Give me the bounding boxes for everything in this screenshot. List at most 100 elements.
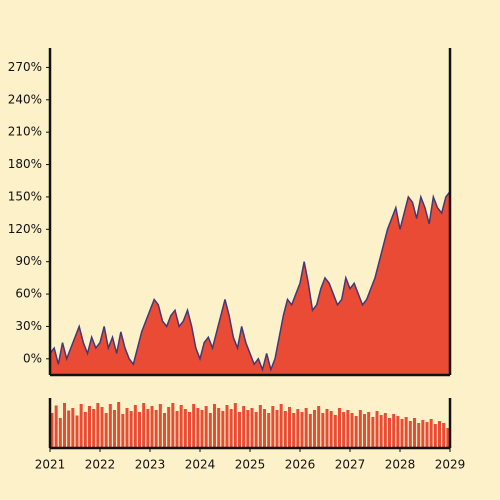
volume-bar bbox=[250, 408, 254, 448]
x-tick-label: 2029 bbox=[435, 458, 466, 472]
volume-bar bbox=[421, 420, 425, 448]
volume-bar bbox=[113, 410, 116, 448]
volume-bar bbox=[338, 408, 341, 448]
volume-bar bbox=[75, 415, 79, 448]
volume-bar bbox=[296, 409, 300, 448]
volume-bar bbox=[163, 413, 166, 448]
volume-bar bbox=[350, 413, 354, 448]
volume-bar bbox=[146, 409, 150, 448]
volume-bar bbox=[63, 403, 66, 448]
volume-bar bbox=[429, 419, 433, 448]
y-tick-label: 150% bbox=[8, 189, 42, 203]
y-tick-label: 0% bbox=[23, 351, 42, 365]
volume-bar bbox=[179, 405, 183, 448]
volume-bar bbox=[233, 403, 237, 448]
volume-bar bbox=[325, 409, 329, 448]
volume-bar bbox=[167, 407, 171, 448]
volume-bar bbox=[371, 417, 375, 448]
volume-bar bbox=[308, 414, 312, 448]
volume-bar bbox=[238, 412, 241, 448]
x-tick-label: 2027 bbox=[335, 458, 366, 472]
price-line bbox=[49, 191, 451, 373]
volume-bar bbox=[183, 409, 187, 448]
volume-bar bbox=[400, 419, 404, 448]
volume-bar bbox=[404, 417, 408, 448]
volume-bar bbox=[225, 405, 229, 448]
volume-bar bbox=[446, 428, 450, 448]
x-tick-label: 2021 bbox=[35, 458, 66, 472]
volume-bar bbox=[346, 410, 350, 448]
volume-bar bbox=[121, 414, 125, 448]
volume-bar bbox=[275, 410, 279, 448]
volume-bar bbox=[125, 408, 129, 448]
volume-bar bbox=[100, 407, 104, 448]
volume-bar bbox=[92, 409, 96, 448]
volume-bar bbox=[396, 416, 400, 448]
volume-bar bbox=[288, 407, 291, 448]
volume-bar bbox=[129, 411, 133, 448]
y-tick-label: 180% bbox=[8, 157, 42, 171]
volume-bar bbox=[175, 411, 179, 448]
volume-bar bbox=[413, 418, 416, 448]
volume-bar bbox=[58, 418, 62, 448]
volume-bar bbox=[300, 412, 304, 448]
area-fill bbox=[50, 191, 450, 375]
volume-bar bbox=[83, 412, 87, 448]
volume-bar bbox=[367, 412, 371, 448]
x-tick-label: 2024 bbox=[185, 458, 216, 472]
volume-bar bbox=[217, 408, 221, 448]
volume-bar bbox=[375, 411, 379, 448]
volume-bar bbox=[196, 408, 200, 448]
volume-bar bbox=[271, 406, 275, 448]
volume-bar bbox=[104, 413, 108, 448]
volume-bar bbox=[388, 418, 391, 448]
volume-bar bbox=[133, 405, 137, 448]
volume-bar bbox=[54, 405, 58, 448]
y-tick-label: 90% bbox=[15, 254, 42, 268]
volume-bar bbox=[267, 413, 271, 448]
volume-bar bbox=[242, 406, 246, 448]
volume-bar bbox=[304, 408, 308, 448]
volume-bar bbox=[283, 411, 287, 448]
volume-bar bbox=[138, 412, 141, 448]
x-tick-label: 2022 bbox=[85, 458, 116, 472]
volume-bar bbox=[158, 404, 162, 448]
volume-bar bbox=[433, 424, 437, 448]
volume-bar bbox=[317, 406, 321, 448]
volume-bar bbox=[221, 411, 225, 448]
volume-bar bbox=[229, 409, 233, 448]
volume-bar bbox=[213, 404, 216, 448]
volume-bar bbox=[425, 422, 429, 448]
volume-bar bbox=[154, 410, 158, 448]
volume-bar bbox=[354, 416, 358, 448]
volume-bar bbox=[408, 421, 412, 448]
volume-bar bbox=[313, 410, 316, 448]
volume-bar bbox=[96, 403, 100, 448]
volume-bar bbox=[117, 402, 121, 448]
volume-bar bbox=[358, 410, 362, 448]
volume-bar bbox=[192, 404, 196, 448]
volume-bar bbox=[108, 404, 112, 448]
volume-bar bbox=[279, 404, 283, 448]
volume-bar bbox=[263, 409, 266, 448]
volume-bar bbox=[171, 403, 175, 448]
volume-bar bbox=[392, 414, 396, 448]
volume-bar bbox=[383, 413, 387, 448]
volume-bar bbox=[150, 406, 154, 448]
volume-bar bbox=[333, 415, 337, 448]
volume-bar bbox=[363, 414, 366, 448]
volume-bar bbox=[79, 404, 83, 448]
volume-bar bbox=[188, 412, 191, 448]
volume-bar bbox=[329, 411, 333, 448]
y-tick-label: 210% bbox=[8, 125, 42, 139]
volume-bar bbox=[442, 423, 446, 448]
volume-bar bbox=[200, 410, 204, 448]
volume-bar bbox=[292, 413, 296, 448]
volume-bar bbox=[208, 413, 212, 448]
y-tick-label: 60% bbox=[15, 287, 42, 301]
volume-bar bbox=[342, 412, 346, 448]
volume-bar bbox=[254, 412, 258, 448]
volume-bar bbox=[438, 421, 441, 448]
volume-bar bbox=[258, 405, 262, 448]
